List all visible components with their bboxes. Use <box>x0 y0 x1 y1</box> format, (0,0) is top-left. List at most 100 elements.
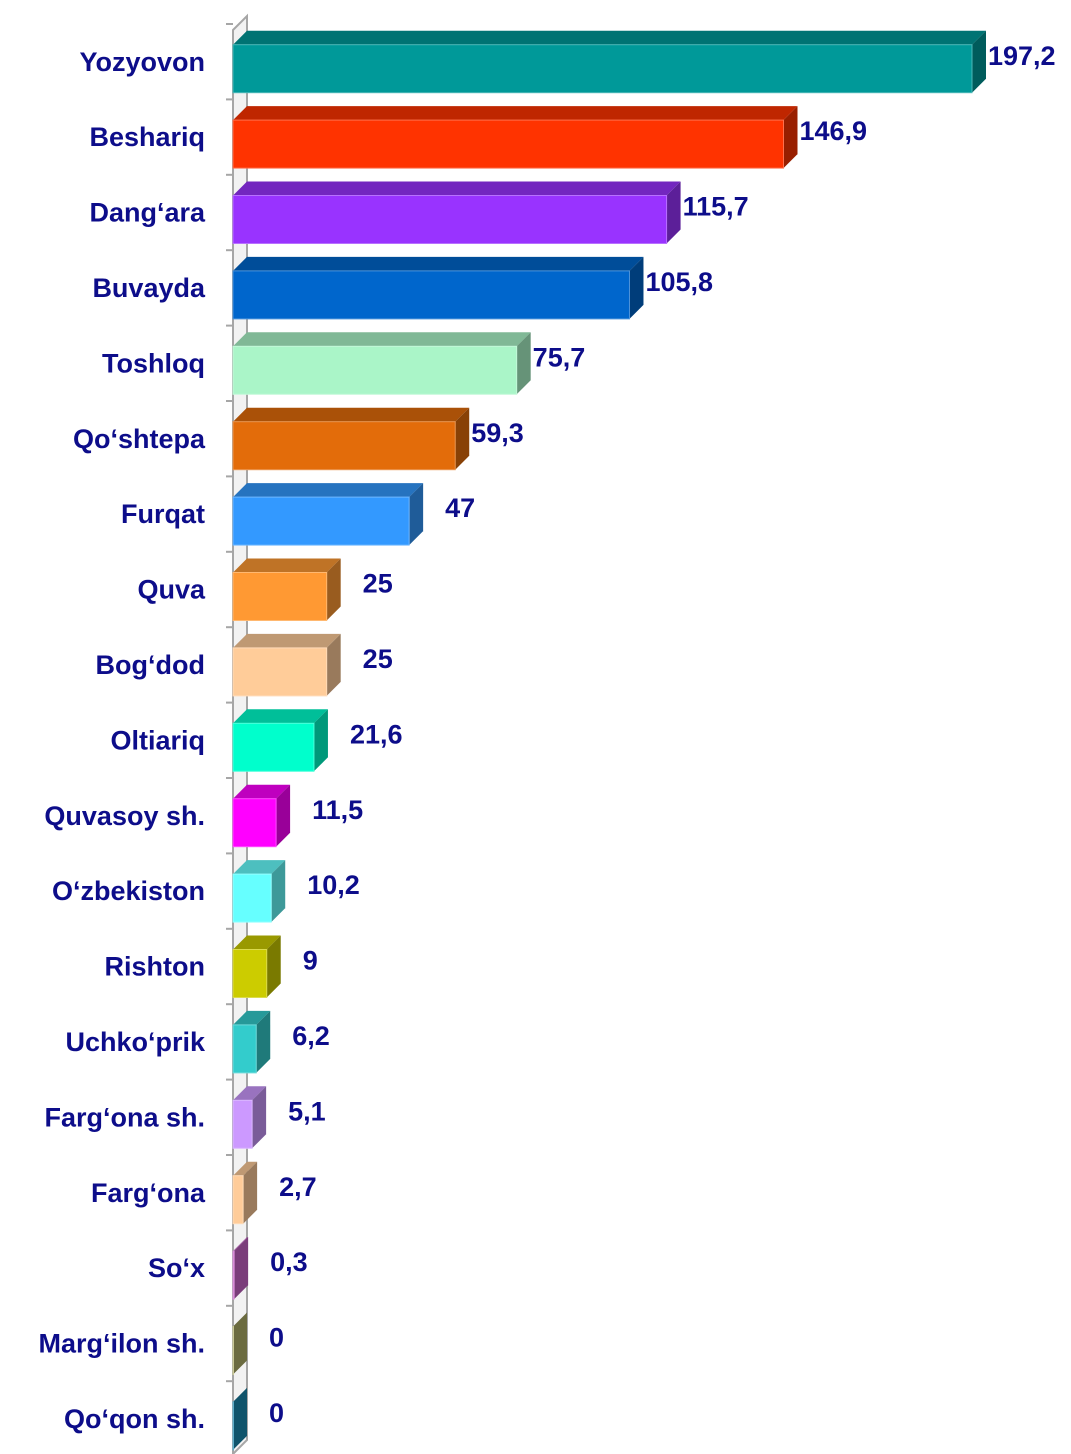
bar-front <box>232 119 785 169</box>
y-tick-label: Rishton <box>105 952 206 982</box>
bar-top <box>233 709 328 724</box>
bar <box>232 181 681 244</box>
y-tick-label: Bog‘dod <box>96 650 205 680</box>
value-label: 105,8 <box>645 267 713 297</box>
bar-side <box>256 1010 271 1073</box>
bar-top <box>233 633 341 648</box>
bar-top <box>233 256 644 271</box>
bar-top <box>233 784 291 799</box>
bar <box>232 558 341 621</box>
value-label: 9 <box>303 946 318 976</box>
bar-front <box>232 421 456 471</box>
bar <box>232 483 424 546</box>
bar-top <box>233 181 681 196</box>
bar-top <box>233 558 341 573</box>
bar <box>232 407 470 471</box>
bar-side <box>266 935 281 998</box>
bar-front <box>232 1099 253 1149</box>
value-label: 5,1 <box>288 1096 326 1126</box>
bar-side <box>516 332 531 395</box>
bar-front <box>232 1401 234 1451</box>
bar-side <box>455 407 470 470</box>
bar-top <box>233 332 531 347</box>
bar <box>232 784 291 848</box>
bar-top <box>233 483 424 498</box>
y-tick-label: Toshloq <box>102 348 205 378</box>
bar-top <box>233 935 281 950</box>
value-label: 10,2 <box>307 870 360 900</box>
bar-top <box>233 1086 267 1101</box>
value-label: 6,2 <box>292 1021 330 1051</box>
bar <box>232 709 328 772</box>
y-tick-label: Beshariq <box>89 122 205 152</box>
bar <box>232 1010 271 1074</box>
y-tick-label: Oltiariq <box>110 725 205 755</box>
bar-side <box>409 483 424 546</box>
y-tick-label: Marg‘ilon sh. <box>38 1329 205 1359</box>
y-tick-label: Dang‘ara <box>89 198 206 228</box>
bar-front <box>232 647 328 697</box>
value-label: 25 <box>363 569 393 599</box>
bar-front <box>232 572 328 621</box>
bar <box>232 633 341 697</box>
bar <box>232 1312 247 1375</box>
bar-side <box>233 1387 247 1450</box>
bar-front <box>232 496 410 546</box>
y-tick-label: Quvasoy sh. <box>44 801 205 831</box>
y-tick-label: O‘zbekiston <box>52 876 205 906</box>
value-label: 197,2 <box>988 41 1056 71</box>
y-tick-label: Qo‘shtepa <box>73 424 206 454</box>
y-tick-label: Farg‘ona <box>91 1178 206 1208</box>
bar-side <box>233 1312 247 1375</box>
bar-front <box>232 949 268 998</box>
y-tick-label: Furqat <box>121 499 205 529</box>
y-tick-label: Farg‘ona sh. <box>44 1102 205 1132</box>
value-label: 2,7 <box>279 1172 317 1202</box>
value-label: 59,3 <box>471 418 524 448</box>
bar-front <box>232 1326 234 1375</box>
bar-side <box>629 256 644 319</box>
y-tick-label: Qo‘qon sh. <box>64 1404 205 1434</box>
bar-side <box>313 709 328 772</box>
y-tick-label: Buvayda <box>92 273 206 303</box>
value-label: 146,9 <box>800 116 868 146</box>
bar-front <box>232 873 272 923</box>
bar-side <box>326 558 341 621</box>
bar-side <box>243 1161 258 1224</box>
bar-front <box>232 195 668 244</box>
bar <box>232 1387 247 1451</box>
bar <box>232 30 986 94</box>
value-label: 25 <box>363 644 393 674</box>
bar-top <box>233 106 798 121</box>
value-label: 21,6 <box>350 719 403 749</box>
bar-top <box>233 1161 258 1176</box>
bar-top <box>233 30 986 45</box>
value-label: 0 <box>269 1323 284 1353</box>
bar <box>232 1086 267 1149</box>
value-label: 47 <box>445 493 475 523</box>
bar-top <box>233 1010 271 1025</box>
bar-front <box>232 1024 257 1074</box>
y-tick-label: Yozyovon <box>79 47 205 77</box>
bar-front <box>232 798 277 848</box>
value-label: 0,3 <box>270 1247 308 1277</box>
bar-top <box>233 1237 249 1252</box>
bar-front <box>232 1250 235 1300</box>
bar-front <box>232 345 518 395</box>
bar <box>232 106 798 169</box>
value-label: 0 <box>269 1398 284 1428</box>
bar-side <box>972 30 986 93</box>
bar <box>232 935 281 998</box>
bar <box>232 256 644 320</box>
bar <box>232 860 286 923</box>
bar <box>232 1237 249 1300</box>
bar-side <box>252 1086 267 1149</box>
value-label: 75,7 <box>533 342 586 372</box>
bar-side <box>326 633 341 696</box>
y-tick-label: Quva <box>137 575 206 605</box>
bar-top <box>233 860 286 875</box>
bar-front <box>232 270 630 320</box>
bar-front <box>232 44 973 94</box>
value-label: 11,5 <box>312 795 363 825</box>
